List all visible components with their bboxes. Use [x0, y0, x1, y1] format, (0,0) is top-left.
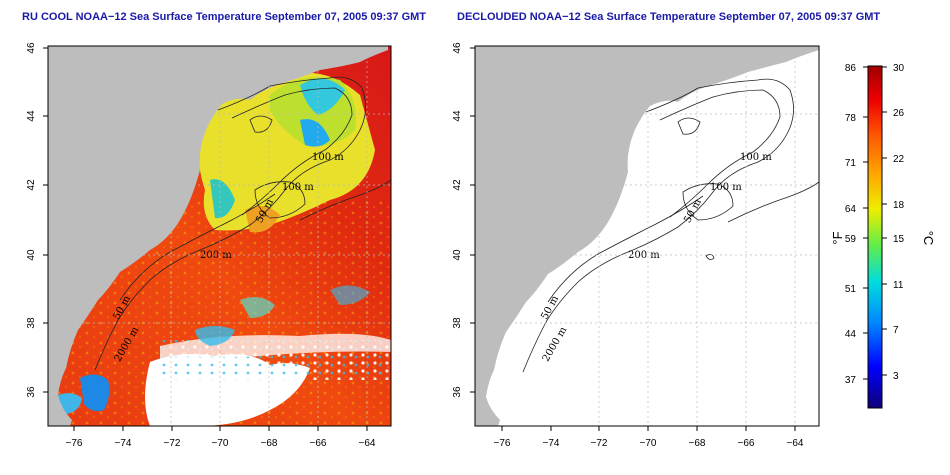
lat-tick-label: 40 [26, 249, 37, 261]
right-lon-ticks: −76 −74 −72 −70 −68 −66 −64 [494, 438, 804, 449]
celsius-tick-label: 26 [893, 108, 905, 119]
fahrenheit-ticks: 86 78 71 64 59 51 44 37 [845, 63, 857, 386]
lat-tick-label: 40 [452, 249, 463, 261]
lat-tick-label: 42 [452, 179, 463, 191]
lon-tick-label: −66 [738, 438, 755, 449]
fahrenheit-tick-label: 37 [845, 375, 857, 386]
contour-label: 100 m [312, 152, 344, 163]
left-lon-ticks: −76 −74 −72 −70 −68 −66 −64 [66, 438, 376, 449]
celsius-tick-label: 30 [893, 63, 905, 74]
contour-label: 200 m [628, 250, 660, 261]
lon-tick-label: −68 [261, 438, 278, 449]
celsius-tick-label: 11 [893, 280, 904, 291]
lon-tick-label: −76 [494, 438, 511, 449]
lon-tick-label: −76 [66, 438, 83, 449]
lon-tick-label: −72 [164, 438, 181, 449]
lon-tick-label: −66 [310, 438, 327, 449]
fahrenheit-tick-label: 86 [845, 63, 857, 74]
celsius-tick-label: 15 [893, 234, 905, 245]
contour-label: 200 m [200, 250, 232, 261]
left-map-image: 100 m 100 m 50 m 200 m 50 m 2000 m [48, 46, 391, 426]
right-map-title: DECLOUDED NOAA−12 Sea Surface Temperatur… [457, 11, 881, 23]
contour-label: 100 m [282, 182, 314, 193]
fahrenheit-tick-label: 78 [845, 113, 857, 124]
lat-tick-label: 38 [452, 317, 463, 329]
lat-tick-label: 46 [452, 42, 463, 54]
lat-tick-label: 36 [26, 386, 37, 398]
contour-label: 100 m [710, 182, 742, 193]
celsius-ticks: 30 26 22 18 15 11 7 3 [893, 63, 905, 382]
lat-tick-label: 44 [26, 110, 37, 122]
lat-tick-label: 46 [26, 42, 37, 54]
fahrenheit-tick-label: 59 [845, 234, 857, 245]
lon-tick-label: −72 [591, 438, 608, 449]
right-map-image: 100 m 100 m 50 m 200 m 50 m 2000 m [475, 46, 819, 426]
celsius-tick-label: 22 [893, 154, 905, 165]
fahrenheit-unit-label: °F [830, 231, 845, 244]
lat-tick-label: 36 [452, 386, 463, 398]
lon-tick-label: −68 [689, 438, 706, 449]
fahrenheit-tick-label: 44 [845, 329, 857, 340]
colorbar-gradient [867, 65, 883, 409]
fahrenheit-tick-label: 64 [845, 204, 857, 215]
colorbar: 86 78 71 64 59 51 44 37 30 26 22 18 15 1… [830, 63, 936, 409]
lon-tick-label: −64 [359, 438, 376, 449]
lon-tick-label: −74 [115, 438, 132, 449]
lat-tick-label: 44 [452, 110, 463, 122]
celsius-tick-label: 7 [893, 325, 899, 336]
right-lat-ticks: 46 44 42 40 38 36 [452, 42, 463, 398]
lon-tick-label: −74 [543, 438, 560, 449]
left-map-title: RU COOL NOAA−12 Sea Surface Temperature … [22, 11, 427, 23]
left-lat-ticks: 46 44 42 40 38 36 [26, 42, 37, 398]
fahrenheit-tick-label: 71 [845, 158, 857, 169]
contour-label: 100 m [740, 152, 772, 163]
lon-tick-label: −70 [640, 438, 657, 449]
lon-tick-label: −70 [212, 438, 229, 449]
lat-tick-label: 38 [26, 317, 37, 329]
right-map-frame [474, 45, 820, 427]
celsius-unit-label: °C [921, 231, 936, 246]
lat-tick-label: 42 [26, 179, 37, 191]
lon-tick-label: −64 [787, 438, 804, 449]
celsius-tick-label: 3 [893, 371, 899, 382]
fahrenheit-tick-label: 51 [845, 284, 857, 295]
celsius-tick-label: 18 [893, 200, 905, 211]
